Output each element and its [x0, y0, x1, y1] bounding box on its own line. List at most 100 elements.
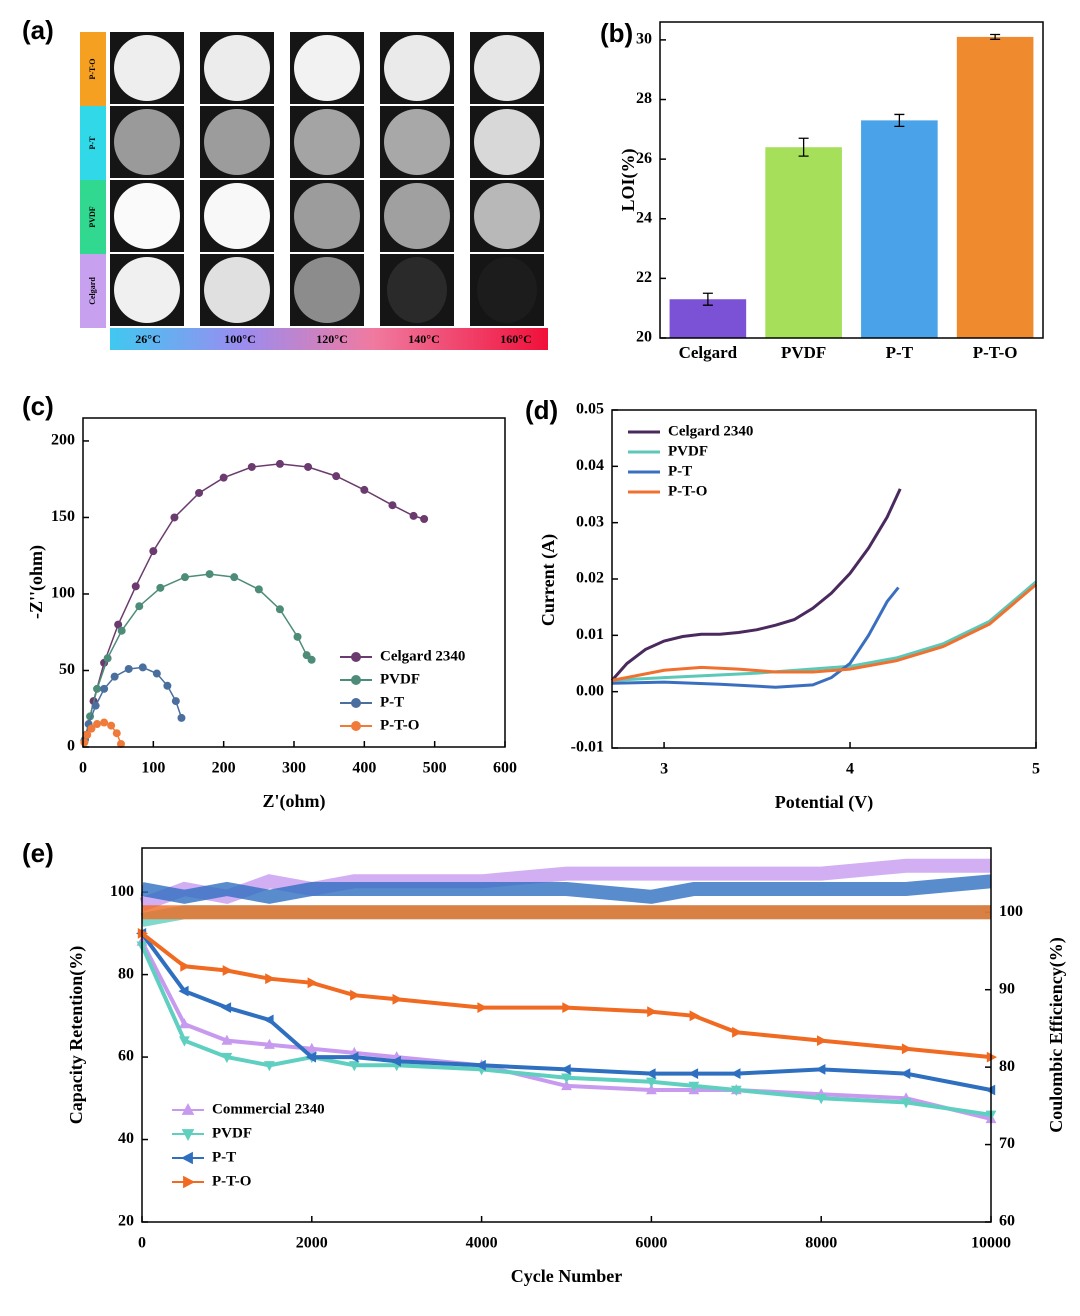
marker	[646, 1084, 657, 1095]
y2-tick-label: 70	[999, 1135, 1015, 1152]
marker	[815, 1094, 827, 1105]
y-axis-title: Current (A)	[538, 534, 559, 626]
marker	[688, 1081, 700, 1092]
y-tick-label: 100	[51, 585, 75, 602]
point	[163, 681, 172, 690]
marker	[560, 1064, 571, 1075]
x-tick-label: 4	[846, 761, 854, 778]
point	[93, 684, 102, 693]
chart-panel: (c) 0 50 100 150 200 0 100 200 300 400 500 600 Z'(ohm…	[22, 391, 517, 812]
legend-label: Commercial 2340	[212, 1101, 325, 1117]
point	[254, 585, 263, 594]
marker	[815, 1064, 826, 1075]
point	[247, 462, 256, 471]
retention-line	[140, 931, 992, 1060]
x-tick-label: Celgard	[679, 343, 738, 362]
row-strip	[80, 32, 106, 106]
bar	[956, 36, 1034, 338]
sample-disc	[294, 183, 360, 249]
point	[138, 663, 147, 672]
chart-panel: (e) 20 40 60 80 100 0 2000 4000 6000 8000 10000 60 70…	[22, 838, 1067, 1286]
marker	[348, 1051, 359, 1063]
row-label: P-T-O	[88, 58, 97, 79]
x-tick-label: 8000	[805, 1235, 837, 1252]
marker	[305, 1051, 316, 1063]
marker	[901, 1043, 913, 1055]
point	[110, 672, 119, 681]
y2-tick-label: 80	[999, 1058, 1015, 1075]
sample-disc	[294, 257, 360, 323]
sample-disc	[294, 109, 360, 175]
y-tick-label: -0.01	[571, 739, 604, 756]
legend-label: PVDF	[380, 671, 420, 687]
x-tick-label: PVDF	[781, 343, 826, 362]
legend-label: P-T-O	[380, 717, 419, 733]
point	[177, 713, 186, 722]
sample-disc	[114, 109, 180, 175]
point	[107, 721, 116, 730]
point	[156, 583, 165, 592]
point	[275, 459, 284, 468]
marker	[181, 1129, 195, 1141]
y-axis-title: -Z''(ohm)	[26, 545, 47, 619]
point	[100, 684, 109, 693]
row-strip	[80, 254, 106, 328]
panel-label: (d)	[525, 395, 558, 425]
point	[307, 655, 316, 664]
y-tick-label: 0.03	[576, 513, 604, 530]
point	[91, 701, 100, 710]
row-strip	[80, 106, 106, 180]
y-tick-label: 30	[636, 31, 652, 48]
marker	[900, 1098, 912, 1109]
temperature-label: 120°C	[316, 332, 347, 346]
x-tick-label: 3	[660, 761, 668, 778]
y-tick-label: 20	[636, 329, 652, 346]
point	[87, 724, 96, 733]
point	[100, 718, 109, 727]
y-tick-label: 0.00	[576, 682, 604, 699]
marker	[477, 1002, 488, 1013]
marker	[392, 993, 403, 1005]
error-bar	[798, 137, 809, 157]
point	[80, 738, 89, 747]
point	[205, 570, 214, 579]
chart-panel: (d) -0.01 0.00 0.01 0.02 0.03 0.04 0.05 3 4 5 Poten…	[525, 395, 1040, 813]
marker	[985, 1084, 996, 1096]
marker	[687, 1068, 699, 1079]
x-tick-label: 500	[423, 760, 447, 777]
marker	[179, 1036, 190, 1047]
marker	[986, 1051, 997, 1063]
sample-disc	[114, 257, 180, 323]
marker	[220, 1002, 232, 1013]
legend-label: P-T	[212, 1149, 236, 1165]
point	[83, 730, 92, 739]
x-tick-label: 300	[282, 760, 306, 777]
marker	[179, 1018, 190, 1029]
panel-label: (c)	[22, 391, 54, 421]
x-tick-label: 0	[79, 760, 87, 777]
panel-label: (b)	[600, 18, 633, 48]
marker	[562, 1002, 573, 1013]
series-line	[85, 463, 425, 735]
panel-label: (a)	[22, 15, 54, 45]
point	[112, 729, 121, 738]
marker	[307, 977, 318, 989]
series-line	[611, 583, 1037, 682]
point	[117, 626, 126, 635]
x-tick-label: 5	[1032, 761, 1040, 778]
sample-disc	[294, 35, 360, 101]
marker	[645, 1068, 656, 1079]
legend-marker	[351, 698, 361, 708]
marker	[730, 1068, 741, 1079]
point	[124, 664, 133, 673]
marker	[561, 1073, 572, 1084]
point	[103, 654, 112, 663]
marker	[646, 1077, 657, 1088]
plot-frame	[82, 417, 506, 748]
series-line	[611, 586, 900, 689]
photo-panel: (a)	[22, 15, 548, 350]
bar	[765, 147, 842, 338]
y-tick-label: 0	[67, 738, 75, 755]
marker	[221, 1052, 233, 1064]
marker	[647, 1006, 658, 1018]
